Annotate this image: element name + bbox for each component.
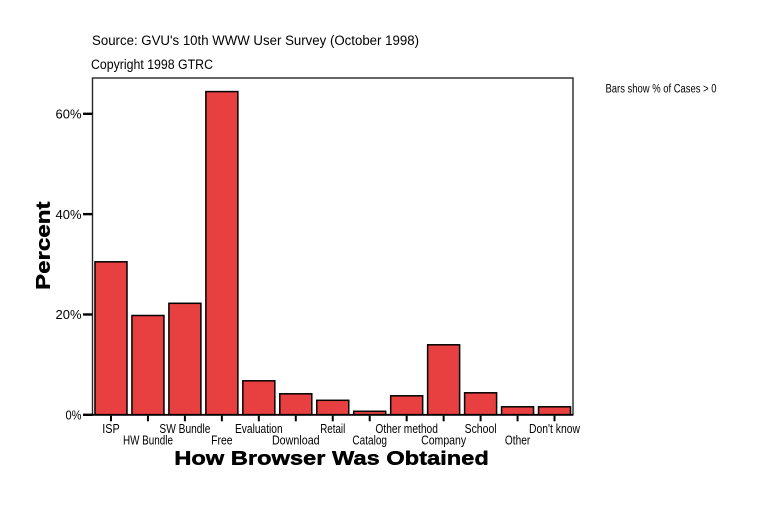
svg-text:How Browser Was Obtained: How Browser Was Obtained xyxy=(174,449,489,470)
svg-text:Company: Company xyxy=(421,433,467,448)
svg-text:Catalog: Catalog xyxy=(352,433,387,448)
svg-text:Source: GVU's 10th WWW User Su: Source: GVU's 10th WWW User Survey (Octo… xyxy=(92,33,419,48)
svg-text:SW Bundle: SW Bundle xyxy=(159,421,210,436)
svg-text:Other: Other xyxy=(505,433,531,448)
svg-text:Bars show % of Cases > 0: Bars show % of Cases > 0 xyxy=(606,84,717,96)
svg-text:Evaluation: Evaluation xyxy=(235,421,283,436)
svg-text:Don't know: Don't know xyxy=(529,421,580,436)
svg-text:School: School xyxy=(465,421,497,436)
svg-text:Percent: Percent xyxy=(33,200,54,289)
svg-text:Retail: Retail xyxy=(320,421,345,436)
svg-text:How Browser Was Obtained: How Browser Was Obtained xyxy=(175,449,490,470)
svg-text:Free: Free xyxy=(211,433,232,448)
svg-text:Copyright 1998 GTRC: Copyright 1998 GTRC xyxy=(91,57,213,72)
svg-text:Percent: Percent xyxy=(34,201,55,290)
svg-text:HW Bundle: HW Bundle xyxy=(123,433,173,448)
svg-text:Other method: Other method xyxy=(375,421,438,436)
svg-text:0%: 0% xyxy=(66,408,82,423)
svg-text:60%: 60% xyxy=(56,107,82,122)
svg-text:Download: Download xyxy=(272,433,320,448)
svg-text:ISP: ISP xyxy=(102,421,120,436)
svg-text:40%: 40% xyxy=(56,207,82,222)
svg-text:Percent: Percent xyxy=(33,201,54,290)
svg-text:20%: 20% xyxy=(56,307,82,322)
svg-text:How Browser Was Obtained: How Browser Was Obtained xyxy=(174,449,489,470)
